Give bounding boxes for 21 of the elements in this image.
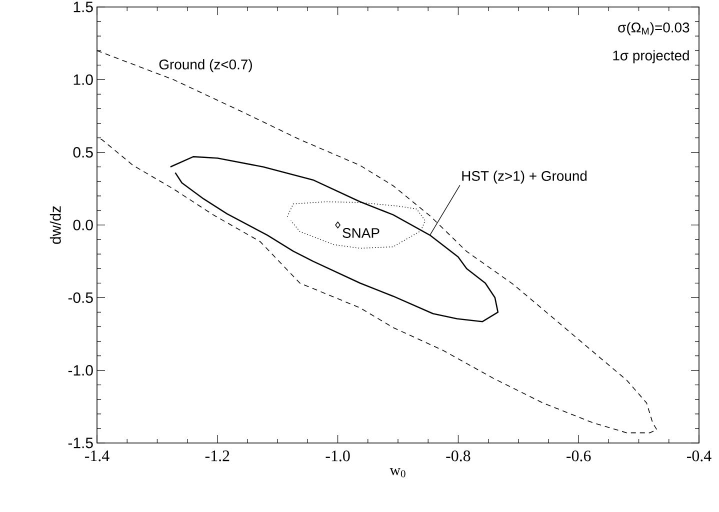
y-tick-label: 1.5 (74, 2, 93, 12)
series-label: SNAP (342, 228, 380, 238)
x-tick-label: -0.8 (446, 450, 470, 462)
y-tick-label: -1.0 (68, 365, 93, 376)
x-tick-label: -1.4 (84, 450, 110, 462)
x-axis-title: w$_{0}$ (390, 468, 406, 478)
x-tick-label: -1.2 (205, 450, 230, 462)
annotation: σ(Ω$_{M}$)=0.03 (618, 22, 690, 36)
y-axis-title: dw/dz (50, 206, 61, 244)
x-tick-label: -0.6 (566, 450, 591, 462)
line-series (286, 201, 426, 249)
y-tick-label: 0.0 (73, 220, 93, 230)
annotation: 1σ projected (613, 50, 689, 64)
y-tick-label: -1.5 (68, 438, 93, 448)
x-tick-label: -0.4 (686, 450, 712, 462)
y-tick-label: 0.5 (73, 147, 93, 158)
series-label: Ground (z<0.7) (159, 59, 252, 72)
y-tick-label: 1.0 (74, 74, 93, 85)
text: HST (z>1) + Ground (462, 170, 587, 184)
x-tick-label: -1.0 (326, 450, 350, 462)
y-tick-label: -0.5 (68, 292, 93, 303)
